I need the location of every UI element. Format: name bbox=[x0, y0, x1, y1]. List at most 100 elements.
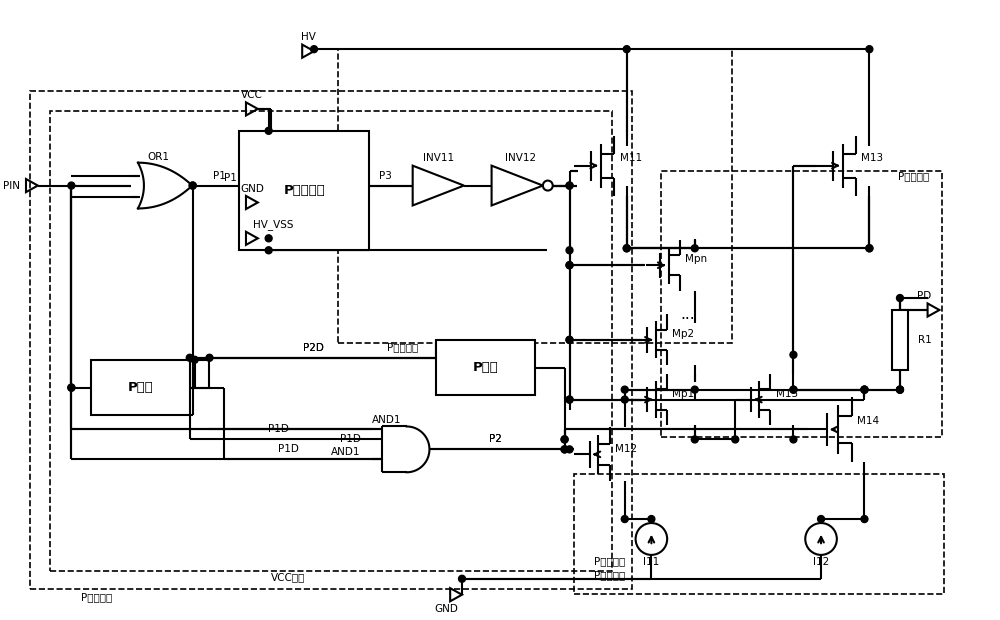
Text: VCC: VCC bbox=[241, 90, 263, 100]
Bar bbox=[239, 131, 369, 250]
Circle shape bbox=[561, 446, 568, 453]
Circle shape bbox=[818, 516, 825, 523]
Circle shape bbox=[566, 446, 573, 453]
Text: HV: HV bbox=[301, 32, 316, 42]
Circle shape bbox=[861, 386, 868, 393]
Text: I11: I11 bbox=[643, 557, 660, 567]
Text: GND: GND bbox=[240, 184, 264, 193]
Circle shape bbox=[566, 182, 573, 189]
Circle shape bbox=[866, 245, 873, 252]
Text: P1D: P1D bbox=[268, 425, 289, 435]
Circle shape bbox=[265, 247, 272, 254]
Text: P1D: P1D bbox=[278, 445, 299, 454]
Text: P延时: P延时 bbox=[128, 381, 153, 394]
Circle shape bbox=[189, 182, 196, 189]
Circle shape bbox=[897, 294, 903, 301]
Text: VCC供电: VCC供电 bbox=[271, 572, 306, 582]
Circle shape bbox=[861, 386, 868, 393]
Circle shape bbox=[566, 262, 573, 268]
Circle shape bbox=[897, 386, 903, 393]
Text: M14: M14 bbox=[857, 417, 879, 427]
Circle shape bbox=[186, 354, 193, 361]
Text: P电平移位: P电平移位 bbox=[283, 184, 325, 197]
Circle shape bbox=[691, 436, 698, 443]
Text: M12: M12 bbox=[615, 445, 637, 454]
Text: AND1: AND1 bbox=[372, 415, 402, 425]
Text: M11: M11 bbox=[620, 153, 642, 162]
Circle shape bbox=[897, 386, 903, 393]
Text: P2D: P2D bbox=[303, 343, 323, 353]
Text: P高边驱动: P高边驱动 bbox=[387, 342, 418, 352]
Circle shape bbox=[732, 436, 739, 443]
Circle shape bbox=[265, 235, 272, 242]
Text: P驱动钳位: P驱动钳位 bbox=[594, 570, 625, 580]
Circle shape bbox=[621, 396, 628, 403]
Circle shape bbox=[206, 354, 213, 361]
Circle shape bbox=[623, 245, 630, 252]
Circle shape bbox=[790, 386, 797, 393]
Circle shape bbox=[805, 523, 837, 555]
Text: P驱动钳位: P驱动钳位 bbox=[898, 172, 930, 182]
Circle shape bbox=[621, 386, 628, 393]
Text: M15: M15 bbox=[776, 389, 798, 399]
Bar bbox=[91, 360, 190, 415]
Circle shape bbox=[861, 516, 868, 523]
Bar bbox=[338, 49, 732, 343]
Text: P低边驱动: P低边驱动 bbox=[594, 556, 625, 566]
Circle shape bbox=[648, 516, 655, 523]
Text: P死区控制: P死区控制 bbox=[81, 591, 112, 601]
Circle shape bbox=[621, 516, 628, 523]
Circle shape bbox=[566, 182, 573, 189]
Bar bbox=[892, 310, 908, 370]
Text: Mp2: Mp2 bbox=[672, 329, 694, 339]
Circle shape bbox=[790, 436, 797, 443]
Text: P2D: P2D bbox=[303, 343, 323, 353]
Circle shape bbox=[866, 46, 873, 53]
Text: P2: P2 bbox=[489, 435, 502, 445]
Circle shape bbox=[623, 245, 630, 252]
Bar bbox=[661, 170, 942, 438]
Text: INV12: INV12 bbox=[505, 153, 536, 162]
Text: M13: M13 bbox=[861, 153, 884, 162]
Circle shape bbox=[68, 384, 75, 391]
Circle shape bbox=[623, 46, 630, 53]
Text: P3: P3 bbox=[379, 170, 391, 180]
Bar bbox=[30, 91, 632, 589]
Text: HV_VSS: HV_VSS bbox=[253, 219, 293, 230]
Text: INV11: INV11 bbox=[423, 153, 454, 162]
Text: I12: I12 bbox=[813, 557, 829, 567]
Circle shape bbox=[566, 337, 573, 343]
Circle shape bbox=[265, 127, 272, 135]
Circle shape bbox=[691, 386, 698, 393]
Text: PD: PD bbox=[917, 291, 931, 301]
Circle shape bbox=[68, 384, 75, 391]
Text: P1D: P1D bbox=[340, 435, 360, 445]
Circle shape bbox=[566, 247, 573, 254]
Text: AND1: AND1 bbox=[331, 448, 360, 458]
Circle shape bbox=[897, 386, 903, 393]
Circle shape bbox=[790, 352, 797, 358]
Circle shape bbox=[866, 245, 873, 252]
Circle shape bbox=[636, 523, 667, 555]
Circle shape bbox=[566, 337, 573, 343]
Text: Mpn: Mpn bbox=[685, 254, 707, 264]
Circle shape bbox=[311, 46, 317, 53]
Circle shape bbox=[566, 396, 573, 403]
Circle shape bbox=[561, 436, 568, 443]
Text: P1: P1 bbox=[213, 170, 226, 180]
Text: P2: P2 bbox=[489, 435, 502, 445]
Circle shape bbox=[790, 386, 797, 393]
Text: ...: ... bbox=[681, 308, 695, 322]
Circle shape bbox=[561, 436, 568, 443]
Circle shape bbox=[566, 262, 573, 268]
Text: Mp1: Mp1 bbox=[672, 389, 694, 399]
Text: P延时: P延时 bbox=[473, 361, 499, 374]
Circle shape bbox=[691, 245, 698, 252]
Circle shape bbox=[561, 446, 568, 453]
Text: GND: GND bbox=[434, 604, 458, 614]
Circle shape bbox=[191, 356, 198, 363]
Text: R1: R1 bbox=[918, 335, 931, 345]
Circle shape bbox=[566, 396, 573, 403]
Text: OR1: OR1 bbox=[147, 152, 169, 162]
Bar bbox=[436, 340, 535, 394]
